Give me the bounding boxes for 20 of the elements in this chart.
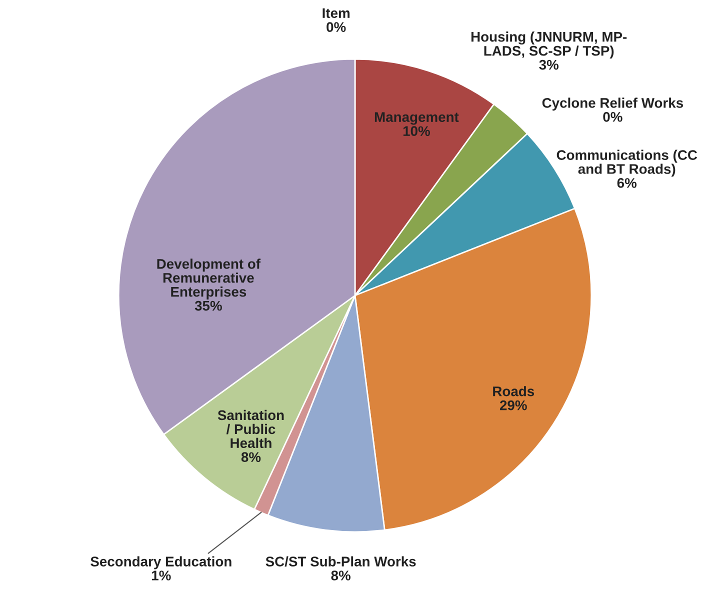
data-label: 8% [241,452,261,462]
data-label: 1% [152,570,171,580]
slice-label: SC/ST Sub-Plan Works [266,556,416,567]
data-label: 3% [539,60,559,70]
data-label: 29% [500,400,527,410]
slice-label: Management [374,112,459,125]
slice-label: Housing (JNNURM, MP- LADS, SC-SP / TSP) [471,32,627,59]
category-label: Item [322,8,350,18]
text: 0% [326,22,346,32]
data-label: 35% [194,300,222,311]
slice-label: Communications (CC and BT Roads) [556,150,698,177]
slice-label: Roads [493,386,534,396]
category-label: Cyclone Relief Works [542,98,683,111]
data-label: 8% [331,570,350,580]
slice-label: Development of Remunerative Enterprises [157,258,261,300]
data-label: 6% [617,178,637,188]
slice-label: Secondary Education [90,556,232,570]
data-label: 10% [403,126,430,136]
slice-label: Sanitation / Public Health [218,410,284,448]
text: 0% [603,112,622,122]
